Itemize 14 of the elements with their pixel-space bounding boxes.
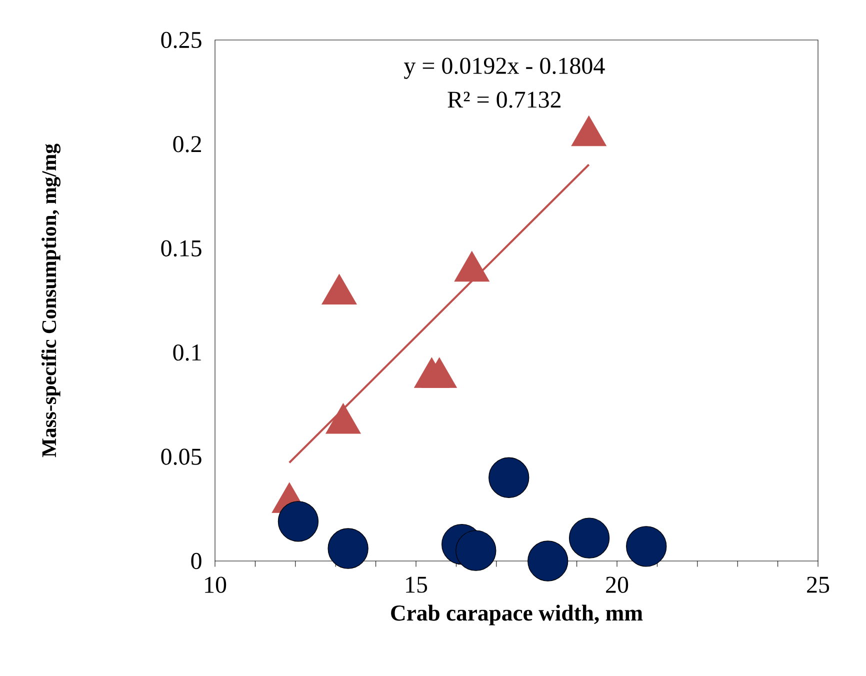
annotation: R² = 0.7132 — [448, 92, 561, 108]
y-tick-label: 0.2 — [173, 136, 201, 152]
x-tick-label: 10 — [205, 576, 226, 593]
y-tick-label: 0 — [191, 552, 202, 570]
y-tick-label: 0.15 — [161, 240, 202, 257]
x-tick-label: 15 — [406, 576, 428, 593]
y-tick-label: 0.05 — [161, 448, 202, 465]
y-tick-label: 0.1 — [173, 344, 201, 361]
y-tick-label: 0.25 — [161, 32, 202, 48]
annotation: y = 0.0192x - 0.1804 — [404, 58, 605, 79]
x-tick-label: 25 — [807, 576, 830, 593]
y-axis-title: Mass-specific Consumption, mg/mg — [41, 144, 60, 458]
x-tick-label: 20 — [606, 576, 628, 593]
x-axis-title: Crab carapace width, mm — [391, 604, 643, 626]
